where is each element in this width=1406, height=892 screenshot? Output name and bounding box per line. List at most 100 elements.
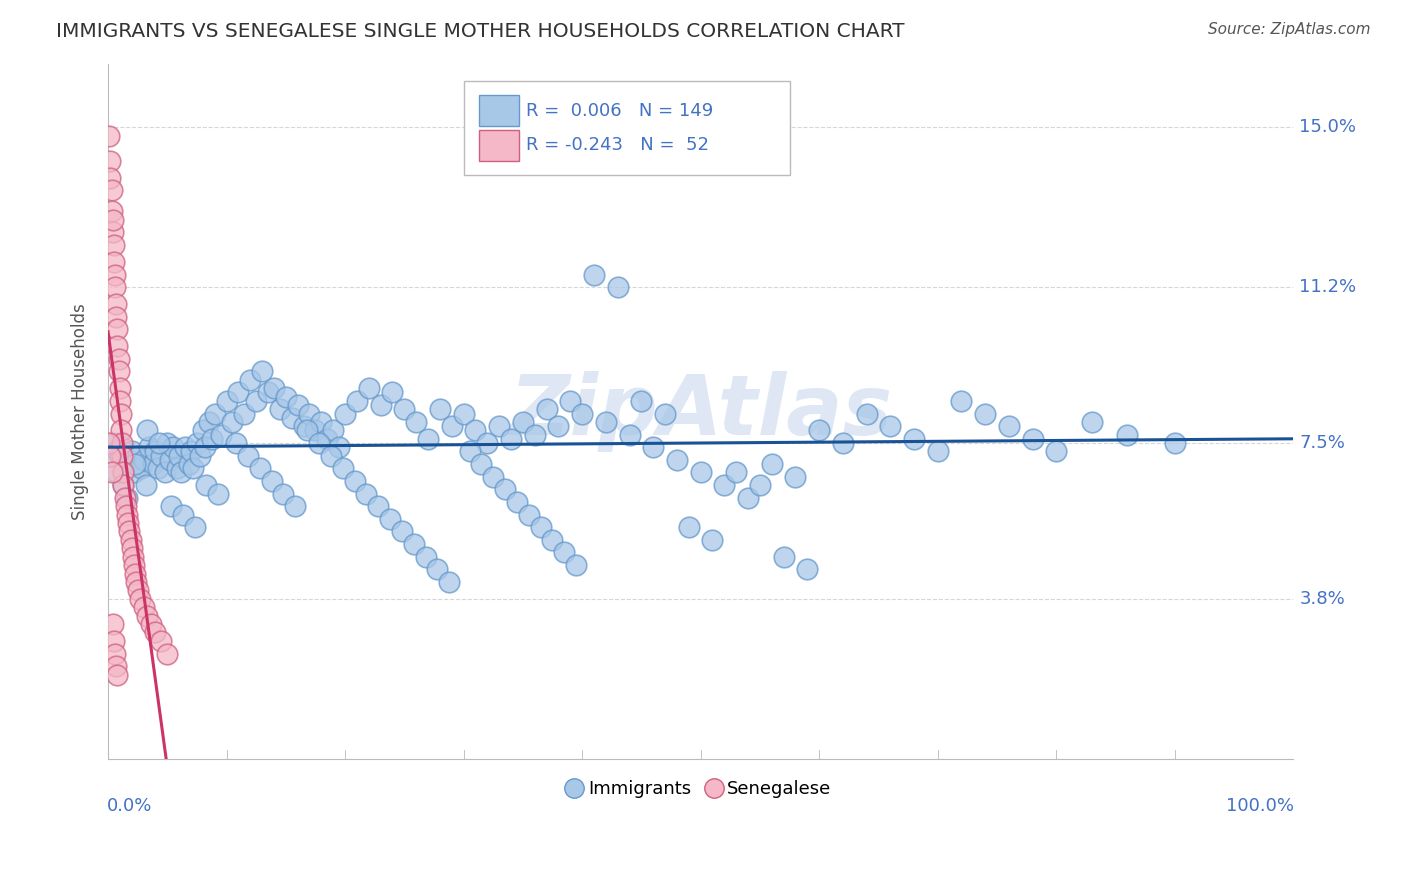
Point <box>146 461 169 475</box>
Point <box>333 407 356 421</box>
Point <box>304 423 326 437</box>
Point <box>402 537 425 551</box>
Point <box>172 508 194 522</box>
Point <box>367 499 389 513</box>
Point <box>565 558 588 573</box>
Point <box>689 466 711 480</box>
Point <box>654 407 676 421</box>
Point <box>104 268 127 282</box>
Point <box>245 393 267 408</box>
Text: Source: ZipAtlas.com: Source: ZipAtlas.com <box>1208 22 1371 37</box>
Point <box>105 310 128 324</box>
Point <box>257 385 280 400</box>
Point <box>129 461 152 475</box>
Point <box>1045 444 1067 458</box>
Point <box>228 385 250 400</box>
Text: 11.2%: 11.2% <box>1299 278 1357 296</box>
Point <box>105 659 128 673</box>
Point <box>103 255 125 269</box>
Point <box>470 457 492 471</box>
Point <box>194 440 217 454</box>
Point <box>233 407 256 421</box>
Point <box>98 170 121 185</box>
Point <box>370 398 392 412</box>
Point <box>186 436 208 450</box>
Point <box>311 415 333 429</box>
Point <box>180 444 202 458</box>
Point <box>122 558 145 573</box>
Point <box>523 427 546 442</box>
Point <box>107 364 129 378</box>
Point <box>440 419 463 434</box>
Point <box>831 436 853 450</box>
Point <box>162 440 184 454</box>
Text: 0.0%: 0.0% <box>107 797 152 815</box>
Point <box>236 449 259 463</box>
Point <box>378 512 401 526</box>
Point <box>107 322 129 336</box>
Text: R =  0.006   N = 149: R = 0.006 N = 149 <box>526 102 714 120</box>
Point <box>391 524 413 539</box>
Point <box>107 444 129 458</box>
Point <box>107 667 129 681</box>
Point <box>772 549 794 564</box>
Point <box>1081 415 1104 429</box>
Point <box>108 381 131 395</box>
Point <box>903 432 925 446</box>
Point <box>174 440 197 454</box>
Point <box>678 520 700 534</box>
Point <box>183 520 205 534</box>
Point <box>122 466 145 480</box>
Point <box>477 436 499 450</box>
Point <box>250 364 273 378</box>
Point <box>112 466 135 480</box>
Point <box>148 436 170 450</box>
Point <box>855 407 877 421</box>
Point <box>207 486 229 500</box>
Point <box>482 469 505 483</box>
Point <box>630 393 652 408</box>
Point <box>488 419 510 434</box>
Point <box>453 407 475 421</box>
Point <box>183 461 205 475</box>
Point <box>879 419 901 434</box>
Point <box>122 549 145 564</box>
Point <box>748 478 770 492</box>
Point <box>204 407 226 421</box>
Point <box>98 153 121 168</box>
Point <box>322 423 344 437</box>
Point <box>138 440 160 454</box>
Point <box>98 436 121 450</box>
Point <box>110 423 132 437</box>
Point <box>150 449 173 463</box>
Point <box>118 524 141 539</box>
Point <box>796 562 818 576</box>
Point <box>114 457 136 471</box>
Point <box>287 398 309 412</box>
Point <box>725 466 748 480</box>
Point <box>105 297 128 311</box>
Point <box>619 427 641 442</box>
Point <box>215 393 238 408</box>
Point <box>100 204 122 219</box>
Point <box>191 423 214 437</box>
Point <box>263 381 285 395</box>
Point <box>319 449 342 463</box>
Point <box>292 419 315 434</box>
Point <box>761 457 783 471</box>
Point <box>541 533 564 547</box>
Point <box>115 491 138 505</box>
Point <box>104 280 127 294</box>
Point <box>110 407 132 421</box>
Point <box>536 402 558 417</box>
Point <box>298 407 321 421</box>
Point <box>136 423 159 437</box>
Point <box>114 499 136 513</box>
Point <box>308 436 330 450</box>
Point <box>494 483 516 497</box>
Point <box>530 520 553 534</box>
Point <box>139 617 162 632</box>
Point <box>426 562 449 576</box>
Point <box>132 453 155 467</box>
Point <box>316 432 339 446</box>
